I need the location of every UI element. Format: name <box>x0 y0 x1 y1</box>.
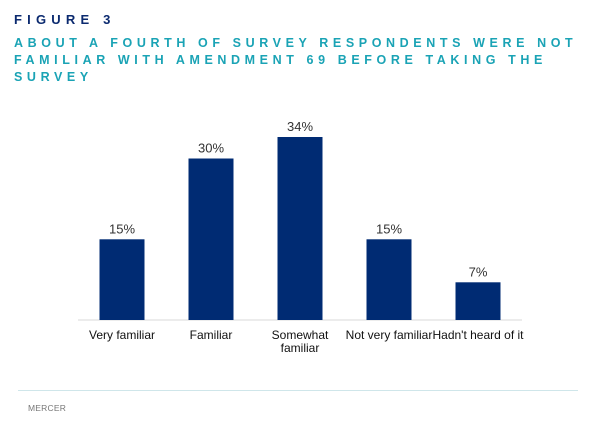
category-label: Not very familiar <box>346 328 433 342</box>
bar <box>99 239 145 320</box>
footer-divider <box>18 390 578 391</box>
bar-value-label: 30% <box>198 141 224 156</box>
bar <box>455 282 501 320</box>
category-label: Hadn't heard of it <box>432 328 524 342</box>
bar-value-label: 15% <box>376 221 402 236</box>
figure-label: FIGURE 3 <box>14 12 116 27</box>
source-label: MERCER <box>28 403 67 413</box>
bar-value-label: 7% <box>469 264 488 279</box>
chart-title: ABOUT A FOURTH OF SURVEY RESPONDENTS WER… <box>14 36 578 84</box>
category-label: Familiar <box>190 328 233 342</box>
category-label: Somewhat familiar <box>272 328 329 355</box>
bar-value-label: 34% <box>287 119 313 134</box>
bar-value-label: 15% <box>109 221 135 236</box>
bar <box>366 239 412 320</box>
category-label: Very familiar <box>89 328 155 342</box>
bar <box>277 137 323 320</box>
bar <box>188 158 234 320</box>
